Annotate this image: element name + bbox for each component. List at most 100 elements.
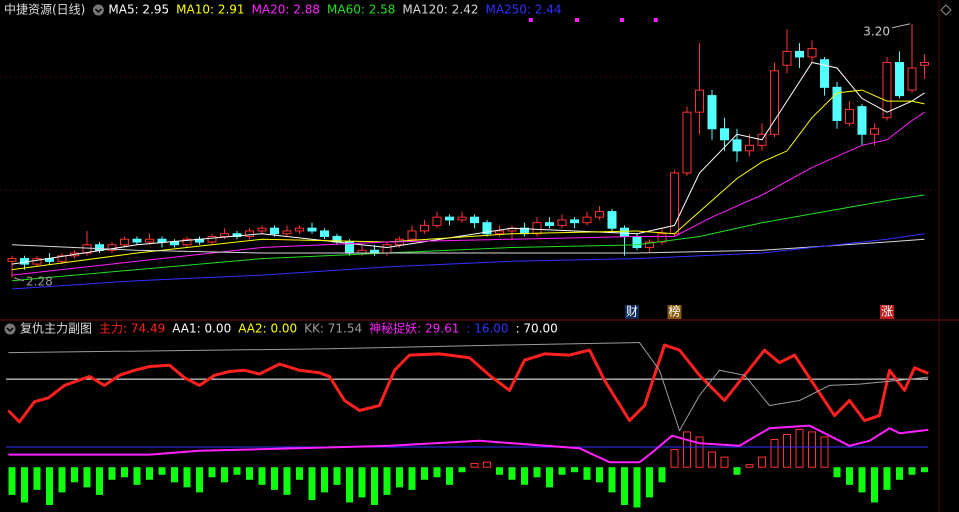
histogram-bar bbox=[421, 467, 428, 480]
signal-dot bbox=[528, 18, 533, 22]
histogram-bar bbox=[608, 467, 616, 493]
candle-body bbox=[245, 230, 254, 237]
event-marker[interactable] bbox=[625, 305, 639, 319]
event-marker-text: 涨 bbox=[881, 304, 893, 319]
histogram-bar bbox=[508, 467, 516, 480]
histogram-bar bbox=[221, 467, 228, 483]
histogram-bar bbox=[271, 467, 278, 490]
candle-body bbox=[895, 61, 904, 97]
candle-body bbox=[182, 238, 192, 246]
histogram-bar bbox=[808, 431, 816, 468]
collapse-icon[interactable] bbox=[92, 4, 104, 16]
candle-body bbox=[557, 219, 567, 226]
indicator-line bbox=[8, 424, 929, 464]
histogram-bar bbox=[921, 467, 928, 473]
candle-body bbox=[570, 219, 579, 224]
ma-line bbox=[11, 89, 925, 271]
histogram-bar bbox=[571, 467, 578, 473]
candle-body bbox=[82, 244, 92, 254]
histogram-bar bbox=[633, 467, 641, 508]
candle-body bbox=[657, 233, 667, 243]
candle-body bbox=[720, 128, 729, 141]
histogram-bar bbox=[658, 467, 666, 483]
legend-entry: 神秘捉妖: 29.61 bbox=[369, 321, 459, 336]
histogram-bar bbox=[745, 464, 754, 468]
event-marker[interactable] bbox=[667, 305, 682, 319]
candle-body bbox=[107, 244, 117, 251]
histogram-bar bbox=[283, 467, 291, 495]
histogram-bar bbox=[8, 467, 16, 495]
histogram-bar bbox=[308, 467, 316, 500]
histogram-bar bbox=[446, 467, 453, 485]
histogram-bar bbox=[208, 467, 216, 478]
candle-body bbox=[795, 50, 804, 58]
candle-body bbox=[295, 227, 304, 232]
legend-entry: : 70.00 bbox=[516, 322, 558, 336]
collapse-icon[interactable] bbox=[4, 323, 16, 335]
histogram-bar bbox=[596, 467, 603, 483]
histogram-bar bbox=[396, 467, 403, 488]
histogram-bar bbox=[383, 467, 391, 495]
legend-entry: MA120: 2.42 bbox=[402, 3, 478, 17]
histogram-bar bbox=[433, 467, 441, 478]
histogram-bar bbox=[846, 467, 853, 485]
collapse-arrow bbox=[6, 327, 14, 333]
indicator-panel bbox=[6, 342, 929, 508]
settings-icon[interactable] bbox=[940, 4, 952, 16]
candle-body bbox=[595, 211, 604, 218]
high-arrow bbox=[891, 23, 911, 29]
candle-body bbox=[807, 48, 817, 58]
candle-body bbox=[645, 241, 654, 249]
histogram-bar bbox=[133, 467, 141, 485]
legend-entry: 主力: 74.49 bbox=[99, 322, 165, 336]
candle-body bbox=[582, 216, 592, 224]
histogram-bar bbox=[321, 467, 328, 493]
histogram-bar bbox=[246, 467, 253, 480]
histogram-bar bbox=[258, 467, 266, 485]
histogram-bar bbox=[146, 467, 153, 480]
candle-body bbox=[745, 144, 754, 152]
histogram-bar bbox=[83, 467, 91, 488]
legend-entry: AA2: 0.00 bbox=[238, 322, 297, 336]
histogram-bar bbox=[820, 436, 829, 468]
candle-body bbox=[7, 258, 17, 262]
histogram-bar bbox=[858, 467, 866, 493]
candle-body bbox=[220, 233, 229, 237]
ma-line bbox=[11, 194, 925, 282]
candle-body bbox=[482, 222, 492, 235]
ma-line bbox=[11, 238, 925, 254]
histogram-bar bbox=[158, 467, 166, 475]
candle-body bbox=[832, 86, 842, 121]
legend-entry: : 16.00 bbox=[466, 322, 508, 336]
histogram-bar bbox=[871, 467, 878, 503]
collapse-arrow bbox=[94, 8, 102, 14]
candle-body bbox=[132, 238, 142, 243]
histogram-bar bbox=[896, 467, 903, 480]
candle-body bbox=[695, 89, 704, 113]
histogram-bar bbox=[708, 451, 716, 468]
histogram-bar bbox=[108, 467, 116, 480]
legend-entry: MA20: 2.88 bbox=[252, 3, 320, 17]
candle-body bbox=[320, 230, 329, 237]
candle-body bbox=[282, 230, 292, 235]
candle-body bbox=[820, 59, 829, 88]
candle-body bbox=[307, 227, 317, 232]
histogram-bar bbox=[333, 467, 341, 485]
candle-body bbox=[732, 139, 742, 152]
high-label: 3.20 bbox=[863, 24, 890, 38]
candle-body bbox=[620, 227, 629, 237]
event-marker-text: 榜 bbox=[668, 304, 680, 319]
legends: 中捷资源(日线) MA5: 2.95 MA10: 2.91 MA20: 2.88 MA6… bbox=[4, 2, 562, 336]
histogram-bar bbox=[96, 467, 103, 495]
histogram-bar bbox=[483, 461, 491, 468]
histogram-bar bbox=[58, 467, 66, 493]
candle-body bbox=[907, 67, 917, 91]
histogram-bar bbox=[558, 467, 566, 475]
candle-body bbox=[157, 238, 167, 243]
event-marker[interactable] bbox=[880, 305, 894, 319]
histogram-bar bbox=[470, 462, 479, 468]
legend-entry: AA1: 0.00 bbox=[172, 322, 231, 336]
candle-body bbox=[145, 238, 154, 243]
